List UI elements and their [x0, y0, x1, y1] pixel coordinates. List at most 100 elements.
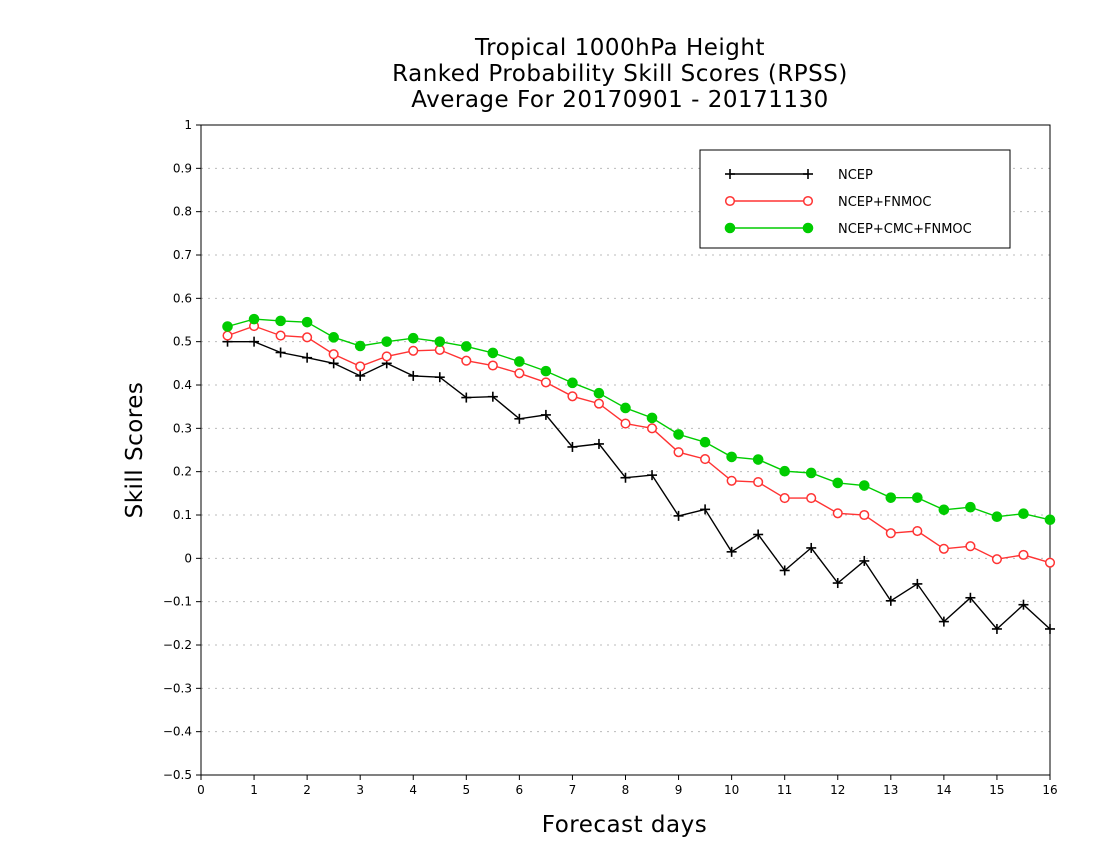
- data-point: [328, 358, 339, 369]
- data-point: [832, 578, 843, 589]
- data-point: [646, 423, 658, 434]
- data-point: [514, 413, 525, 424]
- data-point: [806, 542, 817, 553]
- data-point: [302, 332, 313, 343]
- data-point: [991, 511, 1003, 523]
- data-point: [938, 543, 949, 554]
- data-point: [275, 330, 286, 341]
- data-point: [487, 360, 498, 371]
- legend-marker: [802, 222, 814, 234]
- x-tick-label: 4: [409, 783, 417, 797]
- x-tick-label: 14: [936, 783, 951, 797]
- data-point: [328, 332, 339, 343]
- data-point: [540, 365, 552, 377]
- data-point: [726, 475, 737, 486]
- data-point: [700, 454, 711, 465]
- data-point: [434, 372, 445, 383]
- x-tick-label: 7: [569, 783, 577, 797]
- data-point: [938, 616, 949, 627]
- data-point: [355, 361, 366, 372]
- data-point: [620, 418, 631, 429]
- data-point: [859, 509, 870, 521]
- legend-marker: [802, 195, 814, 207]
- axis-ticks: 1 0.9 0.8 0.7 0.6 0.5 0.4 0.3 0.2 0.1 0 −0.1 −0.2 −0.…: [163, 118, 1058, 797]
- data-point: [487, 347, 499, 359]
- x-tick-label: 0: [197, 783, 205, 797]
- y-tick-label: 0.6: [173, 291, 192, 305]
- data-point: [567, 391, 578, 402]
- legend-label: NCEP+CMC+FNMOC: [838, 222, 972, 237]
- series-ncep-fnmoc: [222, 321, 1056, 568]
- x-tick-label: 11: [777, 783, 792, 797]
- legend-entry: NCEP: [725, 168, 873, 183]
- data-point: [700, 504, 711, 515]
- y-tick-label: −0.2: [163, 638, 192, 652]
- data-point: [647, 470, 658, 481]
- y-tick-label: −0.1: [163, 595, 192, 609]
- series-ncep: [222, 336, 1055, 634]
- data-point: [806, 493, 817, 504]
- y-tick-label: 0.1: [173, 508, 192, 522]
- legend-marker: [724, 222, 736, 234]
- y-axis-title: Skill Scores: [122, 382, 148, 519]
- legend-marker: [725, 169, 735, 179]
- data-point: [991, 623, 1002, 634]
- x-tick-label: 9: [675, 783, 683, 797]
- data-point: [885, 492, 897, 503]
- data-point: [1044, 557, 1056, 568]
- y-tick-label: 0.4: [173, 378, 192, 392]
- data-point: [567, 441, 578, 452]
- data-point: [965, 592, 976, 603]
- data-point: [249, 336, 260, 347]
- data-point: [248, 313, 260, 325]
- series-line: [227, 325, 1051, 564]
- data-point: [354, 340, 366, 352]
- data-point: [938, 504, 950, 516]
- y-tick-label: 0.9: [173, 161, 192, 175]
- data-point: [381, 336, 393, 347]
- data-point: [912, 578, 923, 589]
- legend-entry: NCEP+CMC+FNMOC: [724, 222, 972, 237]
- x-tick-label: 16: [1042, 783, 1057, 797]
- data-point: [779, 465, 790, 477]
- data-point: [805, 467, 817, 479]
- data-point: [1018, 599, 1029, 610]
- series-line: [227, 341, 1051, 631]
- data-point: [567, 377, 578, 389]
- chart-title-line-3: Average For 20170901 - 20171130: [411, 87, 829, 113]
- data-point: [514, 356, 525, 367]
- legend-marker: [724, 195, 736, 207]
- data-point: [965, 541, 976, 552]
- chart-title-line-2: Ranked Probability Skill Scores (RPSS): [392, 61, 848, 87]
- data-point: [752, 454, 764, 465]
- series-ncep-cmc-fnmoc: [222, 313, 1056, 526]
- data-point: [593, 438, 604, 449]
- data-point: [434, 336, 446, 347]
- data-point: [302, 352, 313, 363]
- x-tick-label: 1: [250, 783, 258, 797]
- y-tick-label: 0.3: [173, 421, 192, 435]
- y-tick-label: −0.4: [163, 725, 192, 739]
- data-point: [726, 451, 737, 463]
- data-point: [991, 554, 1002, 565]
- data-point: [487, 391, 498, 402]
- y-tick-label: 0.7: [173, 248, 192, 262]
- data-point: [540, 409, 551, 420]
- y-tick-label: −0.3: [163, 681, 192, 695]
- data-point: [593, 387, 605, 399]
- data-point: [1044, 514, 1056, 526]
- data-point: [461, 392, 472, 403]
- data-point: [620, 402, 631, 414]
- data-point: [275, 347, 286, 358]
- data-point: [779, 565, 790, 576]
- data-point: [540, 377, 551, 388]
- series-line: [227, 318, 1051, 521]
- grid-lines: [201, 167, 1050, 733]
- data-series: [222, 313, 1056, 634]
- data-point: [301, 316, 313, 328]
- data-point: [408, 345, 419, 356]
- legend-label: NCEP: [838, 168, 873, 183]
- data-point: [832, 508, 843, 519]
- data-point: [753, 477, 764, 488]
